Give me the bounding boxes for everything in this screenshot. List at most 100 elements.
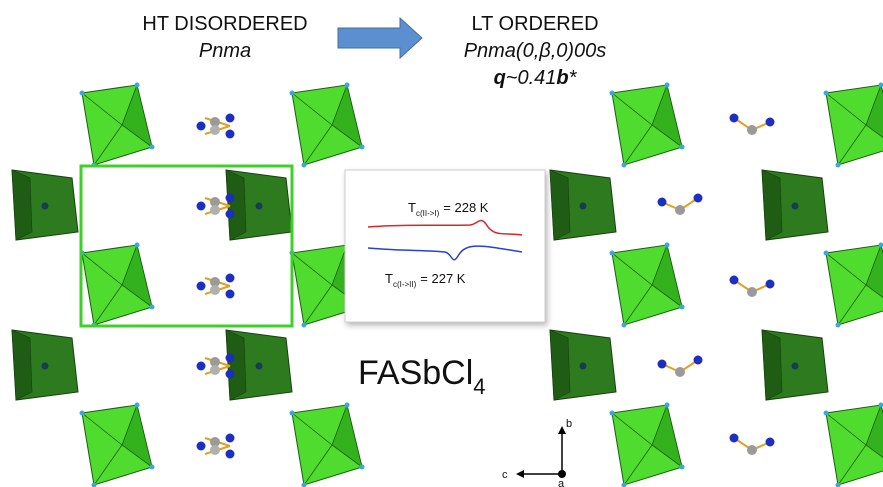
chlorine bbox=[360, 465, 365, 470]
chlorine bbox=[610, 91, 615, 96]
left-title: HT DISORDERED bbox=[142, 13, 307, 35]
carbon bbox=[210, 365, 220, 375]
right-space-group: Pnma(0,β,0)00s bbox=[464, 40, 607, 62]
antimony bbox=[42, 203, 49, 210]
carbon bbox=[210, 285, 220, 295]
chlorine bbox=[290, 91, 295, 96]
antimony bbox=[256, 363, 263, 370]
chlorine bbox=[80, 411, 85, 416]
chlorine bbox=[150, 465, 155, 470]
carbon bbox=[747, 125, 757, 135]
value: = 227 K bbox=[420, 271, 466, 286]
left-space-group: Pnma bbox=[199, 40, 251, 62]
nitrogen bbox=[226, 210, 235, 219]
chlorine bbox=[665, 83, 670, 88]
chlorine bbox=[665, 243, 670, 248]
antimony bbox=[256, 203, 263, 210]
antimony bbox=[580, 363, 587, 370]
chlorine bbox=[680, 465, 685, 470]
nitrogen bbox=[730, 276, 739, 285]
carbon bbox=[675, 205, 685, 215]
chlorine bbox=[135, 403, 140, 408]
a-axis bbox=[558, 470, 566, 478]
b-symbol: b bbox=[556, 67, 568, 89]
nitrogen bbox=[766, 118, 775, 127]
chlorine bbox=[622, 163, 627, 168]
chlorine bbox=[824, 411, 829, 416]
nitrogen bbox=[694, 356, 703, 365]
chlorine bbox=[622, 323, 627, 328]
chlorine bbox=[836, 323, 841, 328]
nitrogen bbox=[766, 280, 775, 289]
compound-name: FASbCl bbox=[358, 354, 473, 392]
chlorine bbox=[824, 91, 829, 96]
nitrogen bbox=[658, 198, 667, 207]
b-arrowhead bbox=[558, 426, 566, 434]
nitrogen bbox=[197, 442, 206, 451]
nitrogen bbox=[197, 362, 206, 371]
carbon bbox=[210, 445, 220, 455]
compound: FASbCl4 bbox=[358, 354, 486, 399]
nitrogen bbox=[694, 194, 703, 203]
antimony bbox=[792, 363, 799, 370]
nitrogen bbox=[197, 282, 206, 291]
a-label: a bbox=[558, 478, 565, 487]
nitrogen bbox=[766, 438, 775, 447]
arrow bbox=[338, 18, 422, 58]
subscript: c(II->I) bbox=[416, 209, 440, 218]
nitrogen bbox=[226, 194, 235, 203]
axes-indicator: b c a bbox=[502, 418, 572, 487]
chlorine bbox=[290, 411, 295, 416]
chlorine bbox=[610, 251, 615, 256]
chlorine bbox=[360, 145, 365, 150]
nitrogen bbox=[226, 290, 235, 299]
carbon bbox=[747, 287, 757, 297]
antimony bbox=[42, 363, 49, 370]
chlorine bbox=[150, 145, 155, 150]
nitrogen bbox=[226, 274, 235, 283]
symbol: T bbox=[408, 200, 416, 215]
q-vector: q~0.41b* bbox=[494, 67, 578, 89]
chlorine bbox=[610, 411, 615, 416]
nitrogen bbox=[197, 122, 206, 131]
value: = 228 K bbox=[443, 200, 489, 215]
chlorine bbox=[135, 243, 140, 248]
nitrogen bbox=[730, 434, 739, 443]
carbon bbox=[210, 125, 220, 135]
inset: Tc(II->I)= 228 K Tc(I->II)= 227 K bbox=[345, 170, 545, 322]
figure: HT DISORDERED Pnma LT ORDERED Pnma(0,β,0… bbox=[0, 0, 883, 487]
chlorine bbox=[345, 83, 350, 88]
b-label: b bbox=[566, 418, 572, 430]
chlorine bbox=[135, 83, 140, 88]
inset-box bbox=[345, 170, 545, 322]
q-symbol: q bbox=[494, 67, 506, 89]
subscript: c(I->II) bbox=[393, 280, 417, 289]
c-arrowhead bbox=[516, 470, 524, 478]
chlorine bbox=[680, 305, 685, 310]
chlorine bbox=[80, 91, 85, 96]
nitrogen bbox=[226, 354, 235, 363]
chlorine bbox=[665, 403, 670, 408]
compound-subscript: 4 bbox=[473, 374, 485, 399]
antimony bbox=[792, 203, 799, 210]
star: * bbox=[569, 67, 578, 89]
carbon bbox=[747, 445, 757, 455]
carbon bbox=[675, 367, 685, 377]
nitrogen bbox=[730, 114, 739, 123]
right-title: LT ORDERED bbox=[471, 13, 598, 35]
carbon bbox=[210, 205, 220, 215]
chlorine bbox=[836, 163, 841, 168]
nitrogen bbox=[226, 370, 235, 379]
chlorine bbox=[345, 403, 350, 408]
nitrogen bbox=[226, 434, 235, 443]
chlorine bbox=[302, 163, 307, 168]
q-value: ~0.41 bbox=[506, 67, 557, 89]
chlorine bbox=[150, 305, 155, 310]
chlorine bbox=[302, 323, 307, 328]
nitrogen bbox=[658, 360, 667, 369]
nitrogen bbox=[197, 202, 206, 211]
chlorine bbox=[680, 145, 685, 150]
nitrogen bbox=[226, 114, 235, 123]
antimony bbox=[580, 203, 587, 210]
nitrogen bbox=[226, 130, 235, 139]
